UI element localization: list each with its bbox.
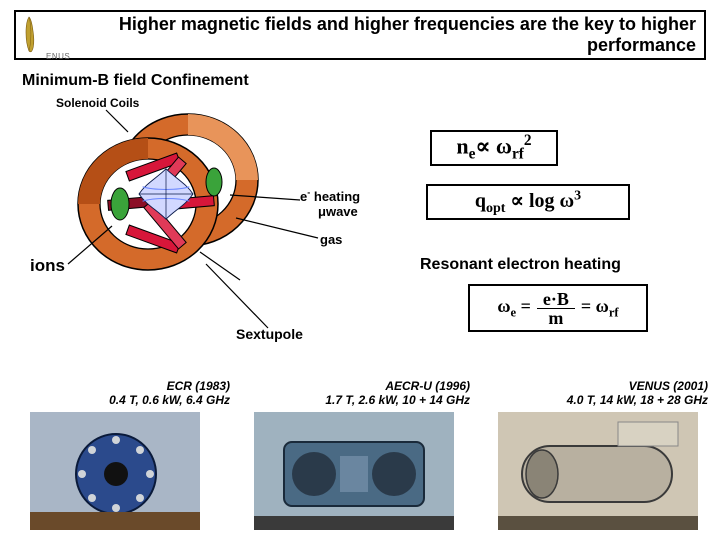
subheading: Minimum-B field Confinement xyxy=(22,72,249,90)
venus-logo-text: ENUS xyxy=(46,52,70,61)
equation-ne: ne∝ ωrf2 xyxy=(430,130,558,166)
resonance-heading: Resonant electron heating xyxy=(420,256,621,274)
label-sextupole: Sextupole xyxy=(236,326,303,342)
venus-logo-glyph xyxy=(19,13,67,57)
photo-ecr xyxy=(30,412,200,530)
equation-we-lhs: ωe = xyxy=(497,296,531,321)
caption-aecru-line1: AECR-U (1996) xyxy=(385,379,470,393)
slide-title: Higher magnetic fields and higher freque… xyxy=(70,14,704,55)
equation-ne-text: ne∝ ωrf2 xyxy=(456,132,531,164)
caption-aecru-line2: 1.7 T, 2.6 kW, 10 + 14 GHz xyxy=(325,393,470,407)
venus-logo: ENUS xyxy=(16,12,70,58)
label-gas: gas xyxy=(320,232,342,247)
label-ions: ions xyxy=(30,256,65,276)
slide-root: ENUS Higher magnetic fields and higher f… xyxy=(0,0,720,540)
caption-aecru: AECR-U (1996) 1.7 T, 2.6 kW, 10 + 14 GHz xyxy=(260,380,470,408)
label-microwave: μwave xyxy=(318,204,358,219)
caption-venus-line2: 4.0 T, 14 kW, 18 + 28 GHz xyxy=(567,393,708,407)
label-e-heating: e- heating xyxy=(300,188,360,204)
confinement-diagram xyxy=(68,104,268,284)
photo-venus xyxy=(498,412,698,530)
caption-ecr-line2: 0.4 T, 0.6 kW, 6.4 GHz xyxy=(109,393,230,407)
equation-qopt: qopt ∝ log ω3 xyxy=(426,184,630,220)
caption-venus: VENUS (2001) 4.0 T, 14 kW, 18 + 28 GHz xyxy=(498,380,708,408)
equation-qopt-text: qopt ∝ log ω3 xyxy=(475,188,581,217)
photo-aecru xyxy=(254,412,454,530)
equation-we-rhs: = ωrf xyxy=(581,296,619,321)
caption-venus-line1: VENUS (2001) xyxy=(629,379,708,393)
label-e-heating-text: e- heating xyxy=(300,189,360,204)
caption-ecr: ECR (1983) 0.4 T, 0.6 kW, 6.4 GHz xyxy=(30,380,230,408)
equation-we: ωe = e·B m = ωrf xyxy=(468,284,648,332)
caption-ecr-line1: ECR (1983) xyxy=(167,379,230,393)
equation-we-frac: e·B m xyxy=(537,290,575,327)
title-bar: ENUS Higher magnetic fields and higher f… xyxy=(14,10,706,60)
